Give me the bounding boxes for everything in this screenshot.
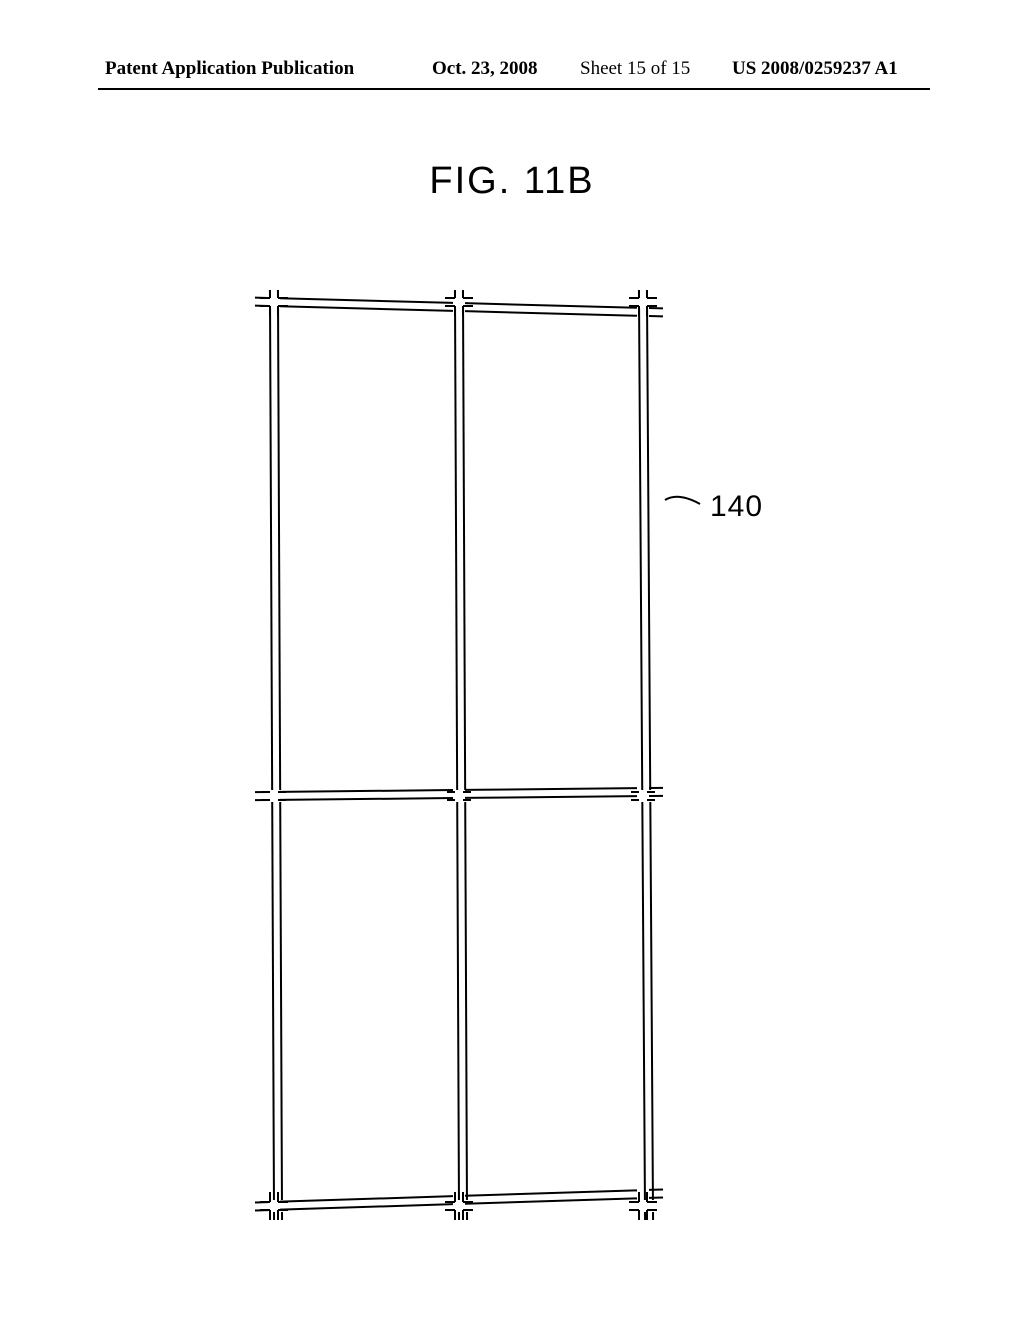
header-publication-number: US 2008/0259237 A1 bbox=[732, 58, 898, 80]
figure-title: FIG. 11B bbox=[0, 160, 1024, 203]
figure-area bbox=[255, 290, 665, 1220]
header-sheet: Sheet 15 of 15 bbox=[580, 58, 690, 80]
black-matrix-grid-diagram bbox=[255, 290, 665, 1220]
header-publication-type: Patent Application Publication bbox=[105, 58, 354, 80]
reference-numeral-140: 140 bbox=[710, 490, 763, 524]
header-rule bbox=[98, 88, 930, 90]
header-row: Patent Application Publication Oct. 23, … bbox=[0, 58, 1024, 88]
header-date: Oct. 23, 2008 bbox=[432, 58, 538, 80]
